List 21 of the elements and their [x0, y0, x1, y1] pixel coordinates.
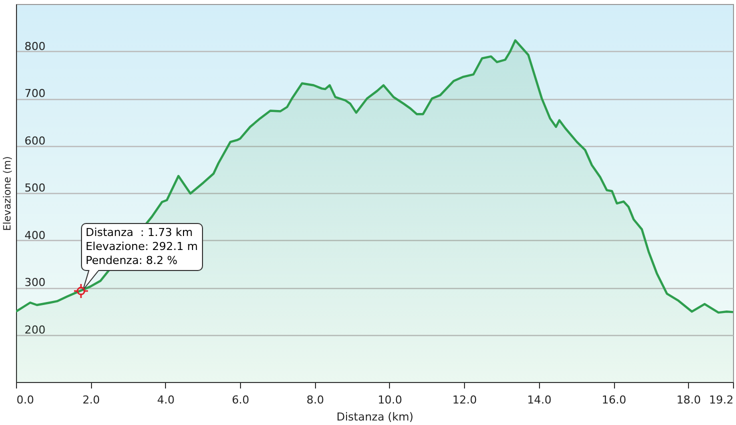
- x-tick-label: 18.0: [676, 394, 701, 406]
- x-tick-label: 10.0: [378, 394, 402, 406]
- y-tick-label: 700: [24, 87, 46, 100]
- x-tick-label: 6.0: [232, 394, 250, 406]
- y-tick-label: 200: [24, 323, 46, 336]
- x-tick-label: 0.0: [16, 394, 34, 406]
- x-tick-label: 14.0: [527, 394, 552, 406]
- y-tick-label: 600: [24, 134, 46, 148]
- x-tick-label: 4.0: [157, 394, 175, 406]
- x-tick-label: 19.2: [709, 394, 734, 406]
- y-tick-label: 400: [24, 228, 46, 242]
- y-tick-label: 800: [24, 40, 46, 53]
- x-tick-label: 8.0: [306, 394, 324, 406]
- x-axis-title: Distanza (km): [336, 410, 414, 424]
- y-tick-label: 300: [24, 276, 46, 289]
- x-tick-label: 12.0: [452, 394, 477, 406]
- x-tick-label: 16.0: [602, 394, 626, 406]
- x-tick-label: 2.0: [82, 394, 100, 406]
- y-axis-title: Elevazione (m): [2, 156, 14, 231]
- y-tick-label: 500: [24, 182, 46, 194]
- annotation: Distanza : 1.73 km Elevazione: 292.1 m Pendenza: 8.2 %: [80, 223, 203, 272]
